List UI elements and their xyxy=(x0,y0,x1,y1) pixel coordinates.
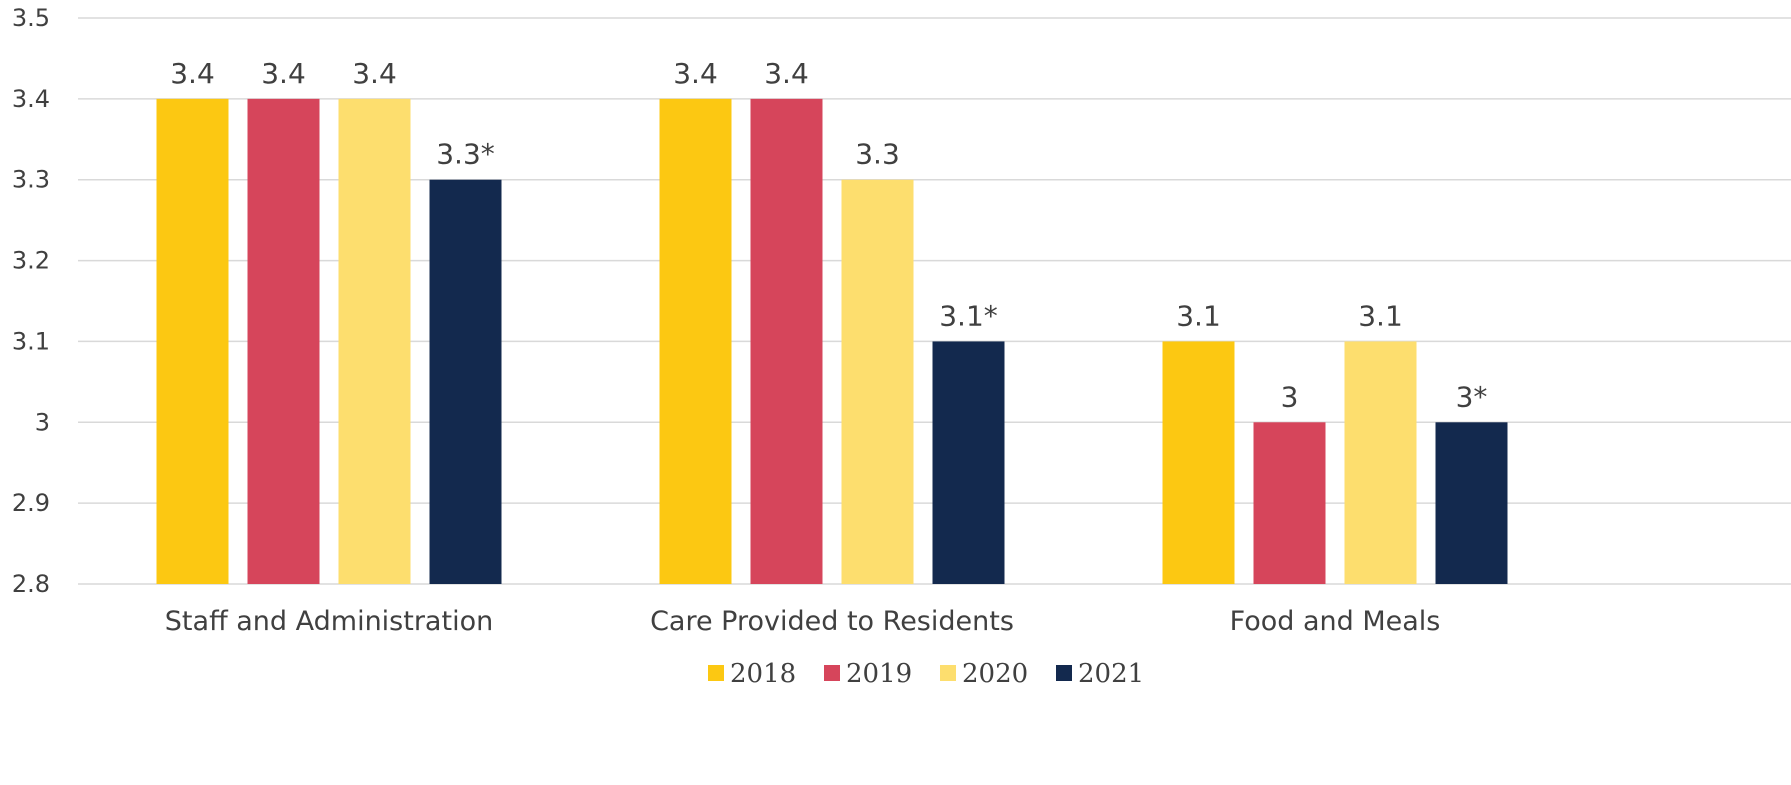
legend: 2018 2019 2020 2021 xyxy=(708,659,1144,689)
data-label: 3.1 xyxy=(1176,299,1221,332)
data-label: 3* xyxy=(1456,380,1488,413)
bar-2018-1 xyxy=(659,98,732,584)
data-label: 3.4 xyxy=(352,57,397,90)
legend-label: 2021 xyxy=(1078,659,1144,689)
legend-label: 2018 xyxy=(730,659,796,689)
bar-2020-2 xyxy=(1344,341,1417,584)
legend-swatch-2018 xyxy=(708,665,724,681)
y-tick-label: 3 xyxy=(35,408,50,436)
data-label: 3.1 xyxy=(1358,299,1403,332)
x-axis-categories: Staff and Administration Care Provided to… xyxy=(165,606,1441,637)
y-tick-label: 3.5 xyxy=(12,4,50,32)
y-axis-ticks: 2.8 2.9 3 3.1 3.2 3.3 3.4 3.5 xyxy=(12,4,50,598)
bar-2020-1 xyxy=(841,179,914,584)
legend-swatch-2019 xyxy=(824,665,840,681)
data-label: 3.4 xyxy=(764,57,809,90)
bars xyxy=(156,98,1508,584)
data-label: 3.4 xyxy=(170,57,215,90)
data-labels: 3.4 3.4 3.4 3.3* 3.4 3.4 3.3 3.1* 3.1 3 3.1 3* xyxy=(170,57,1487,413)
y-tick-label: 2.8 xyxy=(12,570,50,598)
y-tick-label: 3.4 xyxy=(12,85,50,113)
legend-label: 2020 xyxy=(962,659,1028,689)
category-label: Care Provided to Residents xyxy=(650,606,1014,637)
data-label: 3.3 xyxy=(855,138,900,171)
bar-2019-1 xyxy=(750,98,823,584)
legend-swatch-2020 xyxy=(940,665,956,681)
bar-2021-2 xyxy=(1435,422,1508,584)
bar-2021-1 xyxy=(932,341,1005,584)
data-label: 3.4 xyxy=(673,57,718,90)
y-tick-label: 3.2 xyxy=(12,247,50,275)
bar-2020-0 xyxy=(338,98,411,584)
legend-swatch-2021 xyxy=(1056,665,1072,681)
bar-2018-2 xyxy=(1162,341,1235,584)
bar-2019-2 xyxy=(1253,422,1326,584)
y-tick-label: 2.9 xyxy=(12,489,50,517)
category-label: Food and Meals xyxy=(1230,606,1441,637)
data-label: 3.1* xyxy=(939,299,998,332)
data-label: 3 xyxy=(1281,380,1299,413)
legend-label: 2019 xyxy=(846,659,912,689)
data-label: 3.3* xyxy=(436,138,495,171)
bar-2019-0 xyxy=(247,98,320,584)
bar-2021-0 xyxy=(429,179,502,584)
category-label: Staff and Administration xyxy=(165,606,493,637)
data-label: 3.4 xyxy=(261,57,306,90)
y-tick-label: 3.3 xyxy=(12,166,50,194)
bar-2018-0 xyxy=(156,98,229,584)
y-tick-label: 3.1 xyxy=(12,327,50,355)
